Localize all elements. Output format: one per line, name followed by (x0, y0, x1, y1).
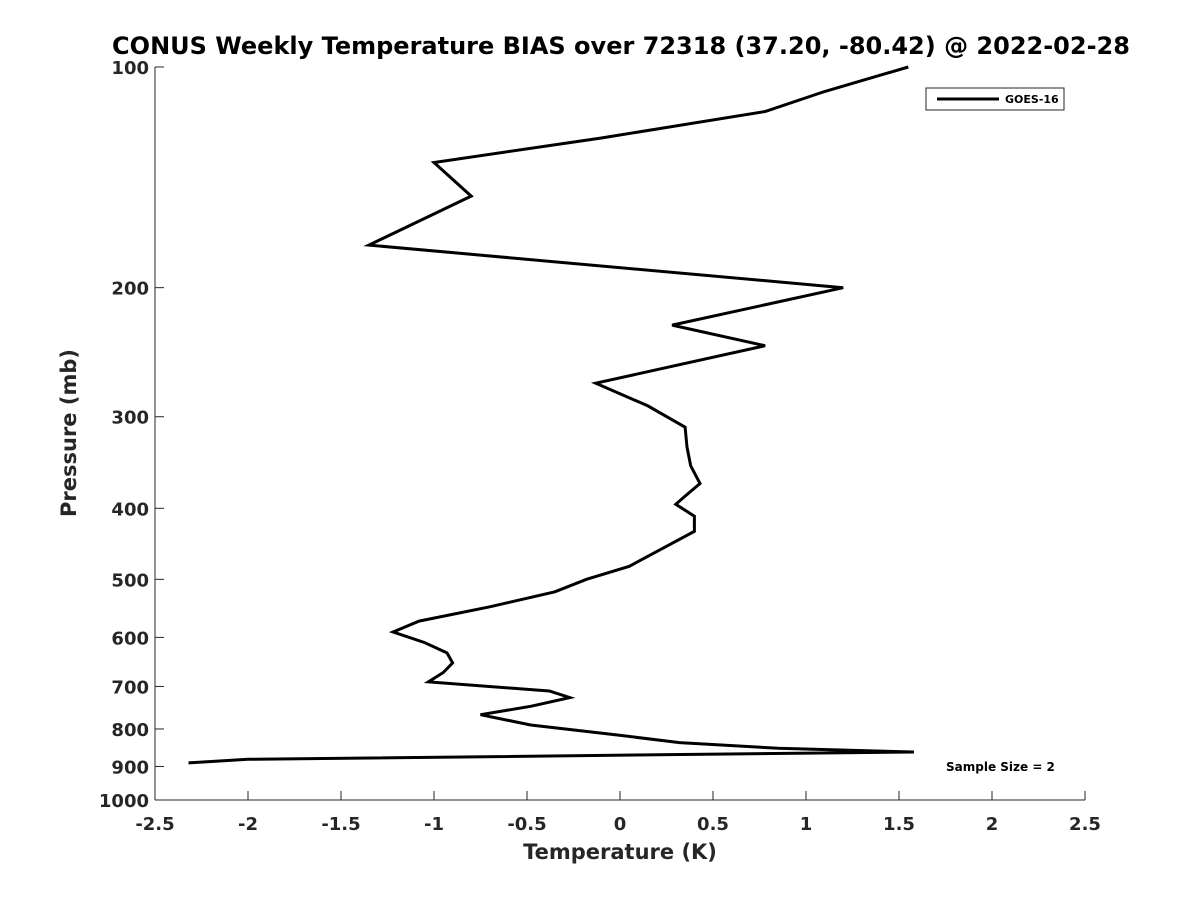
x-tick-label: 1.5 (883, 814, 915, 835)
y-tick-label: 300 (111, 408, 149, 429)
y-tick-label: 500 (111, 570, 149, 591)
x-tick-label: -1 (424, 814, 444, 835)
y-axis-label: Pressure (mb) (57, 349, 81, 517)
x-tick-label: -0.5 (507, 814, 546, 835)
plot-area (155, 67, 1085, 800)
x-tick-label: 2.5 (1069, 814, 1101, 835)
x-tick-label: 1 (800, 814, 813, 835)
x-axis-label: Temperature (K) (523, 840, 717, 864)
x-tick-label: -2 (238, 814, 258, 835)
y-tick-label: 1000 (99, 791, 149, 812)
chart-title: CONUS Weekly Temperature BIAS over 72318… (112, 32, 1130, 60)
x-tick-label: -2.5 (135, 814, 174, 835)
series-line-goes-16 (188, 65, 914, 765)
y-axis-ticks: 100 200 300 400 500 600 700 800 900 1000 (99, 58, 164, 812)
x-tick-label: 0.5 (697, 814, 729, 835)
y-tick-label: 100 (111, 58, 149, 79)
series-layer (188, 65, 914, 765)
x-tick-label: 0 (614, 814, 627, 835)
legend-label-goes-16: GOES-16 (1005, 93, 1059, 106)
x-tick-label: 2 (986, 814, 999, 835)
legend: GOES-16 (925, 87, 1065, 111)
y-tick-label: 900 (111, 757, 149, 778)
y-tick-label: 700 (111, 677, 149, 698)
y-tick-label: 600 (111, 628, 149, 649)
x-tick-label: -1.5 (321, 814, 360, 835)
sample-size-annotation: Sample Size = 2 (946, 760, 1055, 774)
y-tick-label: 400 (111, 499, 149, 520)
y-tick-label: 200 (111, 279, 149, 300)
x-axis-ticks: -2.5 -2 -1.5 -1 -0.5 0 0.5 1 1.5 2 2.5 (135, 791, 1101, 835)
y-tick-label: 800 (111, 720, 149, 741)
